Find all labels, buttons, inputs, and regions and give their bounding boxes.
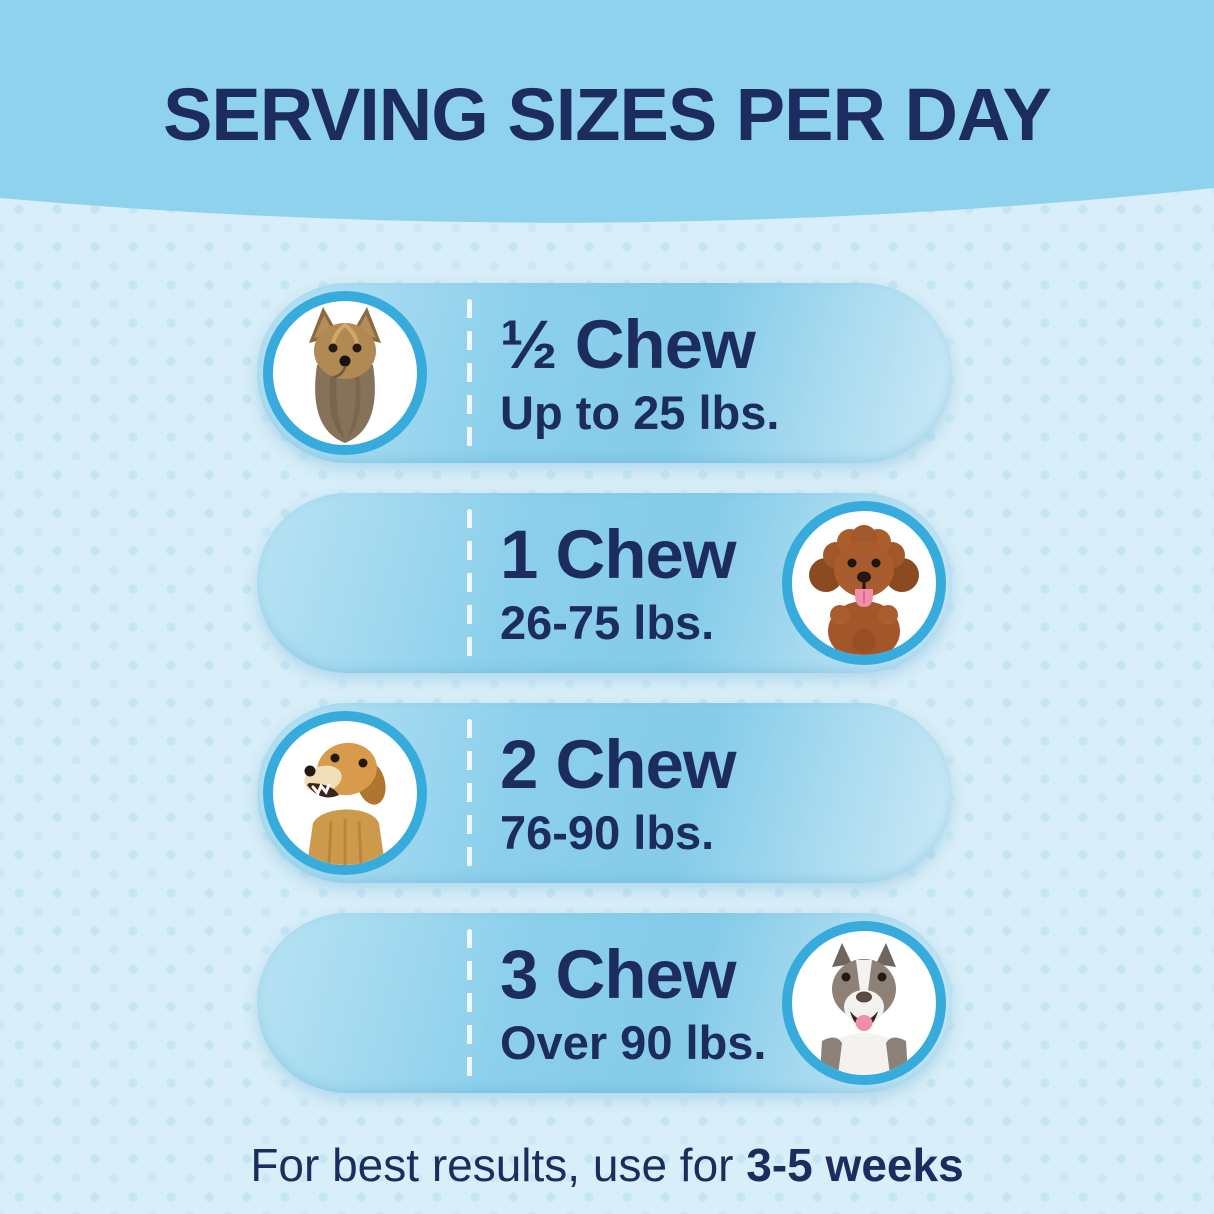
dog-photo-pit-bull [782, 921, 946, 1085]
dashed-divider [467, 509, 472, 657]
serving-rows: ½ Chew Up to 25 lbs. [257, 283, 952, 1123]
yorkshire-terrier-illustration [309, 307, 381, 443]
serving-amount: ½ Chew [500, 306, 756, 383]
weight-range: 26-75 lbs. [500, 596, 715, 649]
serving-row-large-dog: 2 Chew 76-90 lbs. [257, 703, 952, 883]
goldendoodle-illustration [809, 525, 919, 655]
serving-amount: 2 Chew [500, 726, 737, 803]
footer-duration: 3-5 weeks [746, 1139, 964, 1191]
weight-range: 76-90 lbs. [500, 806, 715, 859]
weight-range: Up to 25 lbs. [500, 386, 780, 439]
footer-note-text: For best results, use for [250, 1139, 747, 1191]
dashed-divider [467, 929, 472, 1077]
dog-photo-yorkshire-terrier [263, 291, 427, 455]
dog-photo-golden-retriever [263, 711, 427, 875]
header-wave [0, 0, 1214, 223]
serving-text-block: 3 Chew Over 90 lbs. [500, 940, 767, 1066]
serving-amount: 3 Chew [500, 936, 737, 1013]
serving-row-medium-dog: 1 Chew 26-75 lbs. [257, 493, 952, 673]
serving-text-block: 1 Chew 26-75 lbs. [500, 516, 737, 649]
dashed-divider [467, 719, 472, 867]
serving-row-small-dog: ½ Chew Up to 25 lbs. [257, 283, 952, 463]
serving-row-xlarge-dog: 3 Chew Over 90 lbs. [257, 913, 952, 1093]
serving-text-block: ½ Chew Up to 25 lbs. [500, 310, 779, 436]
serving-amount: 1 Chew [500, 516, 737, 593]
golden-retriever-illustration [304, 742, 386, 865]
footer-note: For best results, use for 3-5 weeks [0, 1138, 1214, 1192]
weight-range: Over 90 lbs. [500, 1016, 767, 1069]
page-title: SERVING SIZES PER DAY [163, 73, 1052, 156]
dashed-divider [467, 299, 472, 447]
dog-photo-goldendoodle [782, 501, 946, 665]
serving-text-block: 2 Chew 76-90 lbs. [500, 726, 737, 859]
pit-bull-illustration [820, 943, 908, 1075]
